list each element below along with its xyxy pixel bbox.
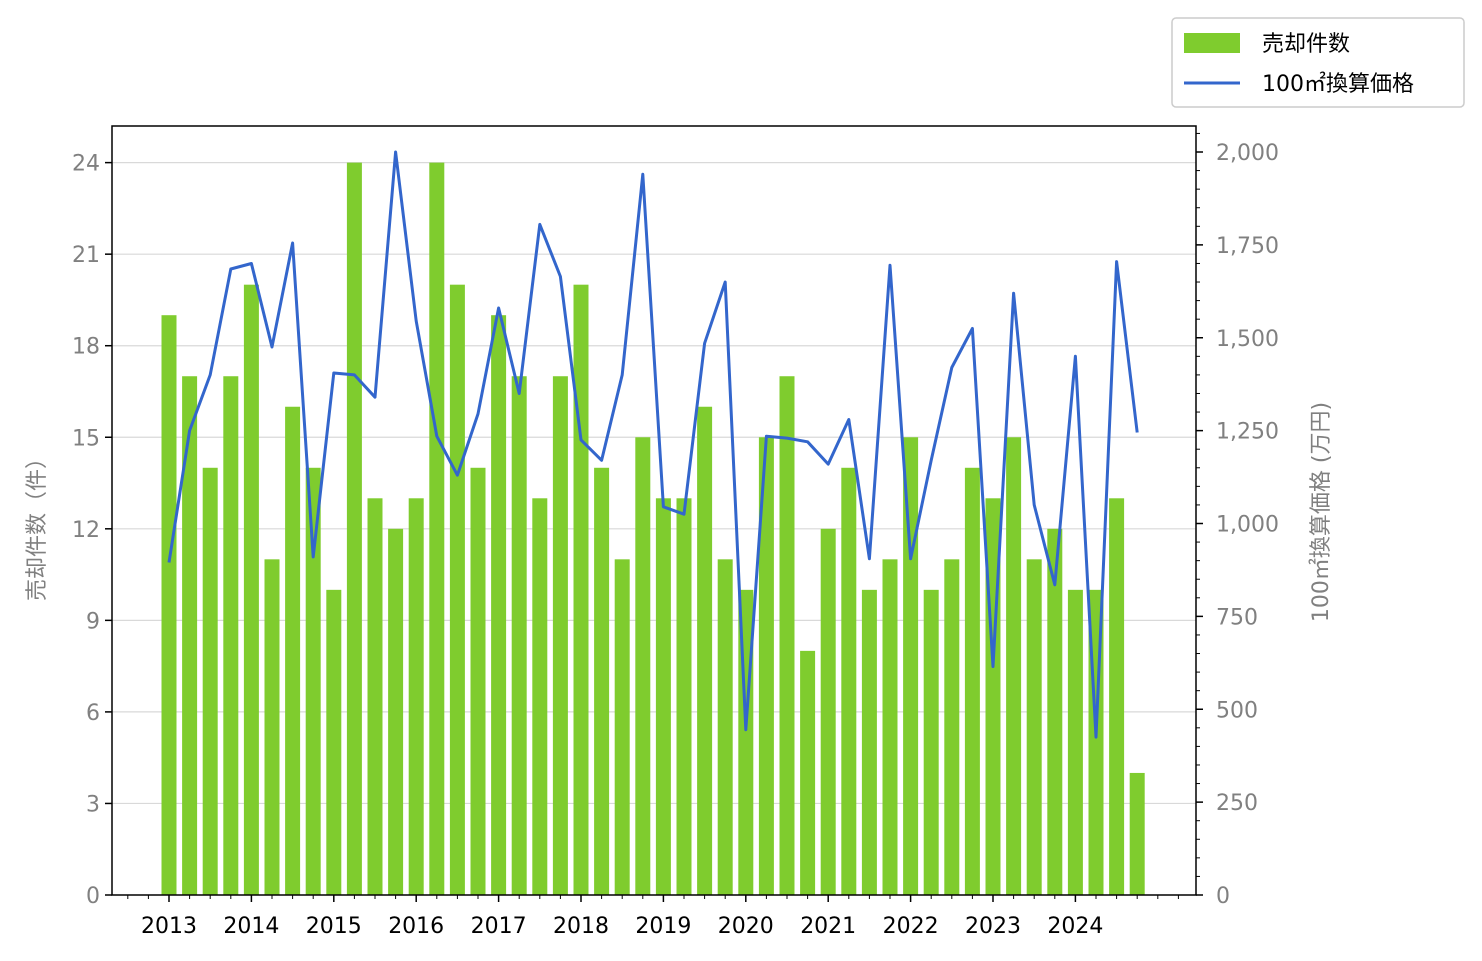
right-tick-label: 250 — [1216, 791, 1258, 816]
x-tick-label: 2020 — [718, 914, 774, 939]
bar — [779, 376, 795, 895]
right-tick-label: 750 — [1216, 605, 1258, 630]
price-line — [167, 150, 1139, 739]
x-tick-label: 2013 — [141, 914, 197, 939]
right-tick-label: 1,000 — [1216, 513, 1279, 538]
x-tick-label: 2015 — [306, 914, 362, 939]
bar — [923, 589, 939, 895]
left-tick-label: 9 — [86, 609, 100, 634]
right-tick-label: 1,500 — [1216, 327, 1279, 352]
bar — [346, 162, 362, 896]
bar — [326, 589, 342, 895]
bar — [903, 437, 919, 895]
bar — [1006, 437, 1022, 895]
bar — [182, 376, 198, 895]
left-tick-label: 0 — [86, 884, 100, 909]
bar — [264, 559, 280, 895]
right-axis-title: 100㎡換算価格 (万円) — [1308, 402, 1334, 622]
bar — [388, 528, 404, 895]
bar — [614, 559, 630, 895]
legend-bar-label: 売却件数 — [1262, 32, 1350, 57]
bar — [449, 284, 465, 896]
legend: 売却件数 100㎡換算価格 — [1171, 17, 1465, 108]
bar — [1129, 772, 1145, 895]
legend-bar-swatch — [1184, 33, 1240, 53]
right-tick-label: 500 — [1216, 698, 1258, 723]
x-tick-label: 2018 — [553, 914, 609, 939]
left-tick-label: 3 — [86, 792, 100, 817]
bar — [408, 498, 424, 895]
bar — [676, 498, 692, 895]
legend-frame — [1171, 17, 1465, 108]
left-tick-label: 18 — [72, 335, 100, 360]
bar — [367, 498, 383, 895]
bar — [800, 650, 816, 895]
bar — [532, 498, 548, 895]
right-axis: 0 250 500 750 1,000 1,250 1,500 1,750 2,000 — [1196, 132, 1279, 909]
left-axis: 0 3 6 9 12 15 18 21 24 — [72, 152, 112, 909]
bar — [223, 376, 239, 895]
bar — [635, 437, 651, 895]
legend-line-label: 100㎡換算価格 — [1262, 71, 1414, 97]
left-axis-title: 売却件数（件） — [25, 447, 50, 601]
right-tick-label: 2,000 — [1216, 141, 1279, 166]
bar — [882, 559, 898, 895]
bar — [285, 406, 301, 895]
left-tick-label: 12 — [72, 518, 100, 543]
bar — [429, 162, 445, 896]
bar — [758, 437, 774, 895]
bar — [697, 406, 713, 895]
bar — [243, 284, 259, 896]
bar-series — [161, 162, 1145, 896]
x-tick-label: 2016 — [388, 914, 444, 939]
bar — [717, 559, 733, 895]
left-tick-label: 21 — [72, 243, 100, 268]
bar — [594, 467, 610, 895]
x-tick-label: 2021 — [800, 914, 856, 939]
bar — [944, 559, 960, 895]
bar — [511, 376, 527, 895]
x-axis: 2013 2014 2015 2016 2017 2018 2019 2020 2021 2022… — [127, 895, 1179, 939]
bar — [491, 315, 507, 895]
bar — [573, 284, 589, 896]
left-tick-label: 15 — [72, 426, 100, 451]
bar — [964, 467, 980, 895]
bar — [1067, 589, 1083, 895]
left-tick-label: 24 — [72, 152, 100, 177]
bar — [161, 315, 177, 895]
x-tick-label: 2019 — [635, 914, 691, 939]
x-tick-label: 2024 — [1047, 914, 1103, 939]
bar — [820, 528, 836, 895]
bar — [552, 376, 568, 895]
x-tick-label: 2014 — [223, 914, 279, 939]
plot-frame — [111, 125, 1197, 896]
x-tick-label: 2022 — [883, 914, 939, 939]
right-tick-label: 1,750 — [1216, 234, 1279, 259]
bar — [655, 498, 671, 895]
right-tick-label: 1,250 — [1216, 420, 1279, 445]
bar — [470, 467, 486, 895]
bar — [202, 467, 218, 895]
line-series — [167, 150, 1139, 739]
bar — [1026, 559, 1042, 895]
x-tick-label: 2017 — [471, 914, 527, 939]
bar — [1047, 528, 1063, 895]
bar — [841, 467, 857, 895]
right-tick-label: 0 — [1216, 884, 1230, 909]
bar — [1109, 498, 1125, 895]
bar — [861, 589, 877, 895]
x-tick-label: 2023 — [965, 914, 1021, 939]
bar — [305, 467, 321, 895]
left-tick-label: 6 — [86, 701, 100, 726]
